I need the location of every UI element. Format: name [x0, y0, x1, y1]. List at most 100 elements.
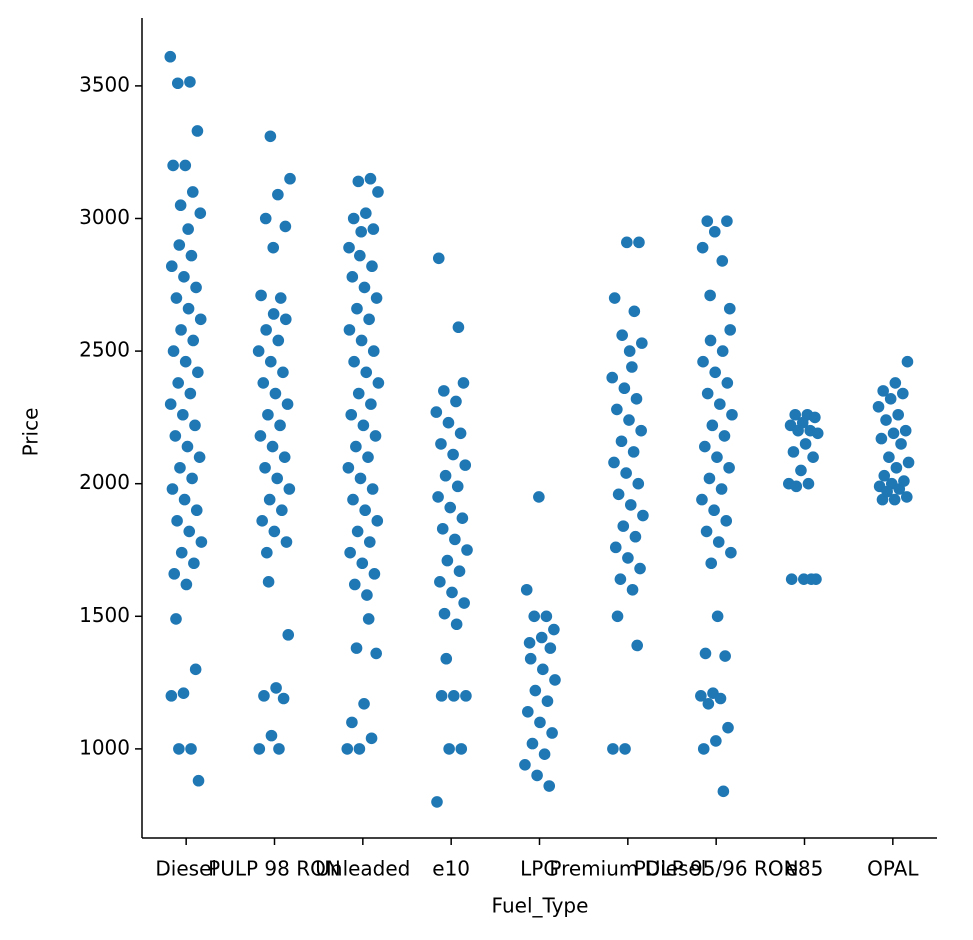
- point: [795, 464, 807, 477]
- point: [633, 236, 645, 249]
- point: [715, 483, 728, 495]
- y-tick-label: 2500: [79, 338, 130, 362]
- point: [805, 573, 818, 585]
- point: [267, 308, 280, 320]
- point: [716, 255, 729, 267]
- point: [280, 536, 293, 548]
- point: [697, 743, 710, 755]
- point: [789, 408, 802, 421]
- point: [524, 652, 537, 665]
- point: [352, 175, 365, 188]
- point: [186, 472, 198, 485]
- point: [182, 302, 195, 315]
- point: [272, 188, 284, 201]
- point: [185, 743, 197, 755]
- point: [255, 289, 267, 302]
- point: [277, 692, 290, 705]
- point: [807, 451, 819, 463]
- point: [438, 607, 451, 620]
- point: [172, 377, 184, 389]
- point: [611, 610, 624, 623]
- point: [274, 419, 286, 432]
- point: [277, 366, 289, 379]
- point: [458, 597, 470, 609]
- point: [345, 408, 358, 421]
- point: [706, 419, 719, 432]
- point: [606, 371, 619, 384]
- y-tick-label: 2000: [79, 470, 130, 494]
- point: [893, 483, 906, 495]
- x-tick-label: PULP 98 RON: [208, 857, 341, 881]
- point: [701, 387, 714, 400]
- point: [811, 427, 824, 440]
- point: [366, 260, 378, 273]
- point: [265, 729, 278, 742]
- point: [701, 215, 714, 227]
- point: [785, 573, 798, 585]
- point: [608, 292, 621, 304]
- point: [266, 440, 279, 453]
- point: [281, 398, 294, 410]
- point: [261, 546, 273, 559]
- point: [704, 289, 716, 302]
- point: [430, 406, 443, 418]
- point: [637, 509, 649, 522]
- point: [447, 448, 459, 461]
- point: [192, 774, 205, 787]
- point: [166, 483, 179, 495]
- point: [711, 451, 723, 463]
- point: [792, 424, 804, 437]
- point: [723, 461, 735, 474]
- point: [538, 748, 551, 760]
- point: [271, 472, 283, 485]
- point: [703, 472, 716, 485]
- point: [354, 249, 366, 262]
- point: [435, 690, 448, 702]
- point: [190, 281, 202, 294]
- point: [702, 698, 715, 710]
- point: [714, 398, 726, 410]
- point: [607, 743, 619, 755]
- point: [621, 236, 633, 249]
- point: [175, 324, 187, 336]
- point: [171, 515, 183, 527]
- point: [350, 642, 363, 654]
- point: [722, 721, 734, 734]
- point: [696, 493, 708, 506]
- point: [522, 705, 534, 718]
- point: [709, 366, 721, 379]
- point: [519, 759, 531, 771]
- point: [531, 769, 543, 782]
- point: [351, 525, 364, 538]
- point: [177, 408, 189, 421]
- x-axis-label: Fuel_Type: [492, 894, 589, 918]
- point: [355, 334, 368, 347]
- point: [260, 324, 272, 336]
- point: [626, 361, 638, 373]
- point: [358, 281, 371, 294]
- point: [708, 504, 720, 517]
- point: [268, 525, 281, 538]
- point: [442, 416, 455, 429]
- point: [534, 716, 546, 729]
- point: [342, 461, 355, 474]
- point: [180, 578, 193, 591]
- point: [535, 631, 548, 644]
- point: [615, 435, 628, 448]
- point: [372, 186, 384, 198]
- point: [608, 456, 620, 469]
- point: [195, 536, 208, 548]
- point: [718, 430, 731, 442]
- point: [434, 576, 446, 588]
- point: [269, 387, 282, 400]
- point: [543, 780, 556, 792]
- point: [450, 395, 462, 408]
- point: [188, 557, 200, 570]
- point: [454, 427, 467, 440]
- point: [892, 408, 904, 421]
- point: [367, 345, 380, 357]
- point: [889, 377, 902, 389]
- point: [880, 414, 892, 426]
- point: [452, 321, 465, 334]
